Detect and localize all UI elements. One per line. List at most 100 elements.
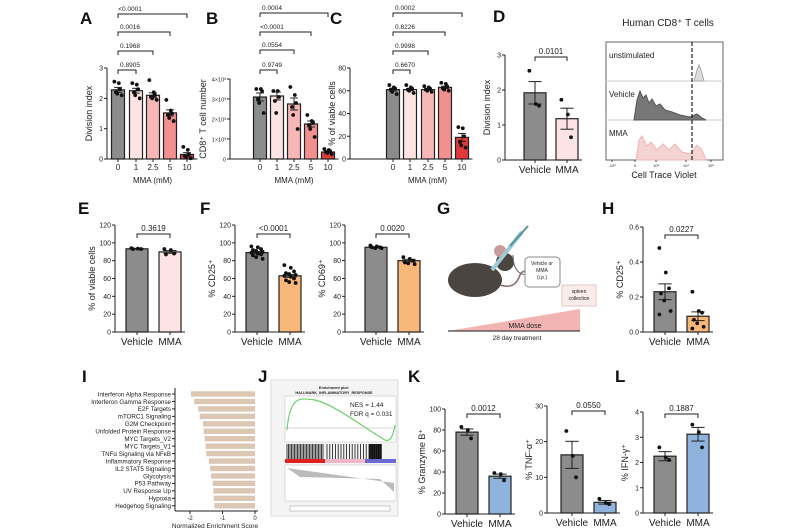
data-point	[407, 256, 412, 261]
y-tick-label: 80	[103, 258, 111, 265]
y-tick-label: 1	[635, 485, 639, 492]
x-tick-label: 2.5	[288, 163, 300, 172]
x-tick-label: -1	[220, 516, 226, 522]
injection-label: MMA	[536, 268, 548, 274]
data-point	[370, 245, 374, 250]
data-point	[701, 324, 706, 329]
data-point	[187, 152, 191, 157]
y-tick-label: 0	[635, 511, 639, 518]
data-point	[458, 140, 462, 144]
data-point	[597, 496, 602, 501]
significance-bracket	[259, 49, 295, 54]
significance-bracket	[117, 31, 171, 36]
data-point	[462, 134, 466, 139]
y-tick-label: 20	[433, 491, 441, 498]
significance-bracket	[466, 413, 501, 418]
data-point	[379, 246, 384, 251]
y-tick-label: 4×10³	[212, 78, 226, 84]
x-tick-label: MMA	[555, 165, 579, 176]
data-point	[412, 262, 417, 267]
y-tick-label: 1	[497, 123, 501, 130]
significance-bracket	[392, 12, 463, 17]
endpoint-label: collection	[569, 296, 590, 302]
data-point	[696, 430, 701, 435]
y-tick-label: 40	[103, 294, 111, 301]
data-point	[147, 78, 152, 83]
y-tick-label: 60	[103, 276, 111, 283]
data-point	[275, 89, 280, 93]
significance-bracket	[392, 69, 411, 74]
data-point	[150, 96, 155, 101]
bar	[210, 465, 255, 472]
data-point	[288, 265, 293, 270]
bar	[211, 473, 255, 479]
bar	[206, 450, 255, 457]
bar	[203, 421, 255, 427]
data-point	[284, 278, 288, 283]
bar	[213, 488, 255, 494]
data-point	[255, 251, 260, 256]
chart-title: Human CD8⁺ T cells	[622, 18, 714, 29]
histogram-row-label: unstimulated	[609, 51, 654, 60]
y-tick-label: 100	[99, 240, 111, 247]
bar	[190, 391, 255, 397]
data-point	[251, 253, 255, 258]
data-point	[662, 298, 667, 303]
bar	[420, 89, 436, 160]
x-tick-label: 1	[134, 163, 139, 172]
data-point	[700, 445, 704, 450]
x-tick-label: Vehicle	[121, 337, 154, 348]
data-point	[116, 81, 121, 86]
p-value: 0.0101	[539, 47, 564, 56]
data-point	[119, 93, 124, 98]
data-point	[329, 152, 334, 156]
y-tick-label: 0	[497, 158, 501, 165]
data-point	[607, 502, 611, 506]
bar	[488, 475, 512, 515]
data-point	[667, 458, 671, 462]
y-tick-label: 100	[329, 240, 341, 247]
y-tick-label: Hedgehog Signaling	[115, 503, 171, 510]
data-point	[446, 88, 451, 93]
y-tick-label: Hypoxia	[149, 496, 172, 503]
x-axis-label: MMA (mM)	[408, 176, 447, 185]
histogram-frame	[605, 41, 724, 161]
y-tick-label: G2M Checkpoint	[125, 421, 171, 428]
significance-bracket	[117, 13, 188, 18]
y-tick-label: 60	[333, 276, 341, 283]
data-point	[527, 68, 532, 73]
data-point	[663, 270, 668, 275]
y-tick-label: 0.2	[629, 295, 639, 302]
data-point	[295, 127, 300, 131]
x-tick-label: 0	[253, 516, 257, 522]
chart-F1: 0 20 40 60 80 100 120 Vehicle MMA <0.0001 % CD25⁺	[207, 223, 305, 348]
data-point	[502, 478, 506, 483]
data-point	[690, 326, 695, 331]
enrichment-area	[284, 395, 397, 443]
x-tick-label: MMA	[488, 519, 512, 530]
y-tick-label: 40	[338, 111, 346, 118]
bar	[269, 95, 285, 160]
x-tick-label: 10	[324, 163, 333, 172]
legend-box	[289, 505, 391, 512]
data-point	[663, 455, 668, 460]
bar	[286, 103, 302, 160]
rank-gradient-pink	[325, 459, 365, 463]
significance-bracket	[256, 233, 291, 238]
x-tick-label: 0	[116, 163, 121, 172]
data-point	[311, 121, 315, 125]
data-point	[659, 291, 663, 296]
data-point	[261, 111, 266, 115]
data-point	[287, 280, 292, 284]
y-tick-label: 20	[535, 439, 543, 446]
y-tick-label: 80	[223, 258, 231, 265]
p-value: 0.0012	[471, 404, 496, 413]
y-tick-label: 100	[429, 407, 441, 414]
y-tick-label: IL2 STAT5 Signaling	[115, 466, 171, 473]
y-tick-label: 30	[535, 404, 543, 411]
chart-E: 0 20 40 60 80 100 120 Vehicle MMA 0.3619 % of viab…	[87, 223, 185, 348]
y-tick-label: 2	[497, 88, 501, 95]
y-tick-label: 60	[223, 276, 231, 283]
x-tick-label: MMA	[397, 337, 421, 348]
significance-bracket	[259, 12, 329, 17]
